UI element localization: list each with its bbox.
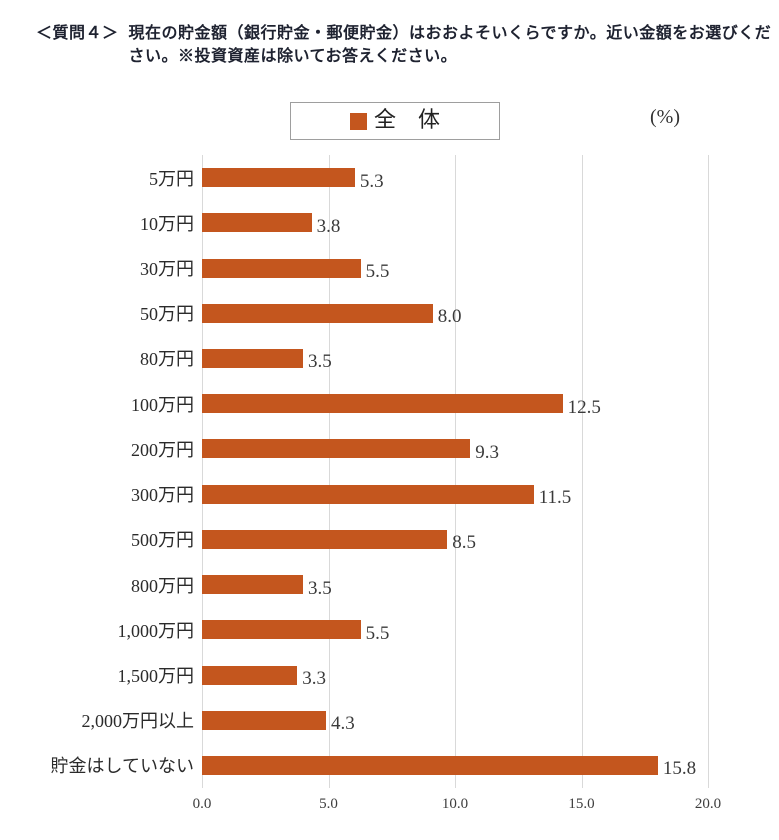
bar-area: 11.5 bbox=[202, 472, 779, 517]
x-axis: 0.0 5.0 10.0 15.0 20.0 bbox=[193, 796, 722, 818]
bar-chart: 5万円 5.3 10万円 3.8 30万円 5.5 50万円 8.0 80万円 3.5 100万円 1… bbox=[0, 155, 779, 830]
bar bbox=[202, 258, 361, 278]
value-label: 4.3 bbox=[331, 713, 355, 735]
bar-area: 3.3 bbox=[202, 652, 779, 697]
category-label: 1,000万円 bbox=[117, 620, 195, 641]
x-axis-tick: 5.0 bbox=[319, 796, 338, 812]
chart-row: 800万円 3.5 bbox=[0, 562, 779, 607]
category-label: 300万円 bbox=[131, 485, 194, 506]
category-label: 30万円 bbox=[140, 259, 194, 280]
bar-area: 8.5 bbox=[202, 517, 779, 562]
chart-row: 50万円 8.0 bbox=[0, 291, 779, 336]
chart-row: 80万円 3.5 bbox=[0, 336, 779, 381]
chart-row: 1,500万円 3.3 bbox=[0, 652, 779, 697]
bar bbox=[202, 439, 471, 459]
category-label: 50万円 bbox=[140, 304, 194, 325]
chart-row: 30万円 5.5 bbox=[0, 245, 779, 290]
category-label: 1,500万円 bbox=[117, 666, 195, 687]
bar bbox=[202, 484, 534, 504]
category-label: 100万円 bbox=[131, 394, 194, 415]
value-label: 5.5 bbox=[365, 622, 390, 644]
question-number: ＜質問４＞ bbox=[36, 25, 119, 42]
bar-area: 5.3 bbox=[202, 155, 779, 200]
x-axis-tick: 20.0 bbox=[694, 796, 722, 812]
chart-row: 100万円 12.5 bbox=[0, 381, 779, 426]
bar bbox=[202, 665, 298, 685]
gridline bbox=[202, 155, 203, 788]
bar bbox=[202, 168, 355, 188]
value-label: 15.8 bbox=[662, 758, 697, 780]
category-label: 800万円 bbox=[131, 575, 194, 596]
bar bbox=[202, 755, 658, 775]
bar-area: 3.5 bbox=[202, 562, 779, 607]
bar bbox=[202, 620, 361, 640]
value-label: 3.5 bbox=[307, 577, 332, 599]
category-label: 10万円 bbox=[140, 213, 194, 234]
category-label: 200万円 bbox=[131, 439, 194, 460]
category-label: 5万円 bbox=[149, 168, 194, 189]
value-label: 3.3 bbox=[302, 668, 326, 690]
bar bbox=[202, 575, 303, 595]
percent-unit-label: (%) bbox=[650, 106, 680, 128]
bar-area: 5.5 bbox=[202, 607, 779, 652]
bar-area: 5.5 bbox=[202, 245, 779, 290]
gridline bbox=[328, 155, 330, 788]
chart-rows: 5万円 5.3 10万円 3.8 30万円 5.5 50万円 8.0 80万円 3.5 100万円 1… bbox=[0, 155, 779, 788]
question-text-line1: 現在の貯金額（銀行貯金・郵便貯金）はおおよそいくらですか。近い金額をお選びくだ bbox=[128, 25, 772, 42]
category-label: 貯金はしていない bbox=[50, 756, 194, 777]
value-label: 9.3 bbox=[475, 441, 500, 463]
value-label: 11.5 bbox=[538, 487, 572, 509]
chart-row: 300万円 11.5 bbox=[0, 472, 779, 517]
question-text: 現在の貯金額（銀行貯金・郵便貯金）はおおよそいくらですか。近い金額をお選びくだ … bbox=[129, 22, 772, 68]
legend-box: 全 体 bbox=[290, 102, 500, 140]
chart-row: 500万円 8.5 bbox=[0, 517, 779, 562]
gridline bbox=[455, 155, 456, 788]
chart-row: 10万円 3.8 bbox=[0, 200, 779, 245]
gridline bbox=[708, 155, 709, 788]
question-title: ＜質問４＞ 現在の貯金額（銀行貯金・郵便貯金）はおおよそいくらですか。近い金額を… bbox=[36, 22, 771, 68]
bar-area: 9.3 bbox=[202, 426, 779, 471]
x-axis-tick: 15.0 bbox=[568, 796, 595, 812]
bar bbox=[202, 303, 433, 323]
bar-area: 3.8 bbox=[202, 200, 779, 245]
bar bbox=[202, 348, 303, 368]
bar-area: 15.8 bbox=[202, 743, 779, 788]
chart-row: 2,000万円以上 4.3 bbox=[0, 698, 779, 743]
chart-row: 1,000万円 5.5 bbox=[0, 607, 779, 652]
question-text-line2: さい。※投資資産は除いてお答えください。 bbox=[128, 48, 458, 65]
value-label: 3.5 bbox=[307, 351, 332, 373]
chart-row: 5万円 5.3 bbox=[0, 155, 779, 200]
chart-row: 貯金はしていない 15.8 bbox=[0, 743, 779, 788]
value-label: 8.5 bbox=[452, 532, 476, 554]
gridlines bbox=[202, 155, 709, 788]
category-label: 2,000万円以上 bbox=[81, 711, 195, 732]
value-label: 8.0 bbox=[437, 306, 462, 328]
bar-area: 12.5 bbox=[202, 381, 779, 426]
category-label: 80万円 bbox=[140, 349, 194, 370]
bar bbox=[202, 394, 563, 414]
value-label: 12.5 bbox=[567, 396, 601, 418]
gridline bbox=[581, 155, 583, 788]
bar bbox=[202, 213, 312, 233]
bar-area: 8.0 bbox=[202, 291, 779, 336]
value-label: 5.3 bbox=[359, 170, 384, 192]
x-axis-tick: 0.0 bbox=[192, 796, 212, 812]
bar-area: 3.5 bbox=[202, 336, 779, 381]
x-axis-tick: 10.0 bbox=[441, 796, 469, 812]
bar-area: 4.3 bbox=[202, 698, 779, 743]
legend-label: 全 体 bbox=[373, 107, 440, 132]
legend-swatch-icon bbox=[349, 112, 367, 130]
value-label: 5.5 bbox=[365, 261, 390, 283]
category-label: 500万円 bbox=[131, 530, 194, 551]
value-label: 3.8 bbox=[316, 215, 341, 237]
chart-row: 200万円 9.3 bbox=[0, 426, 779, 471]
bar bbox=[202, 529, 448, 549]
bar bbox=[202, 710, 327, 730]
